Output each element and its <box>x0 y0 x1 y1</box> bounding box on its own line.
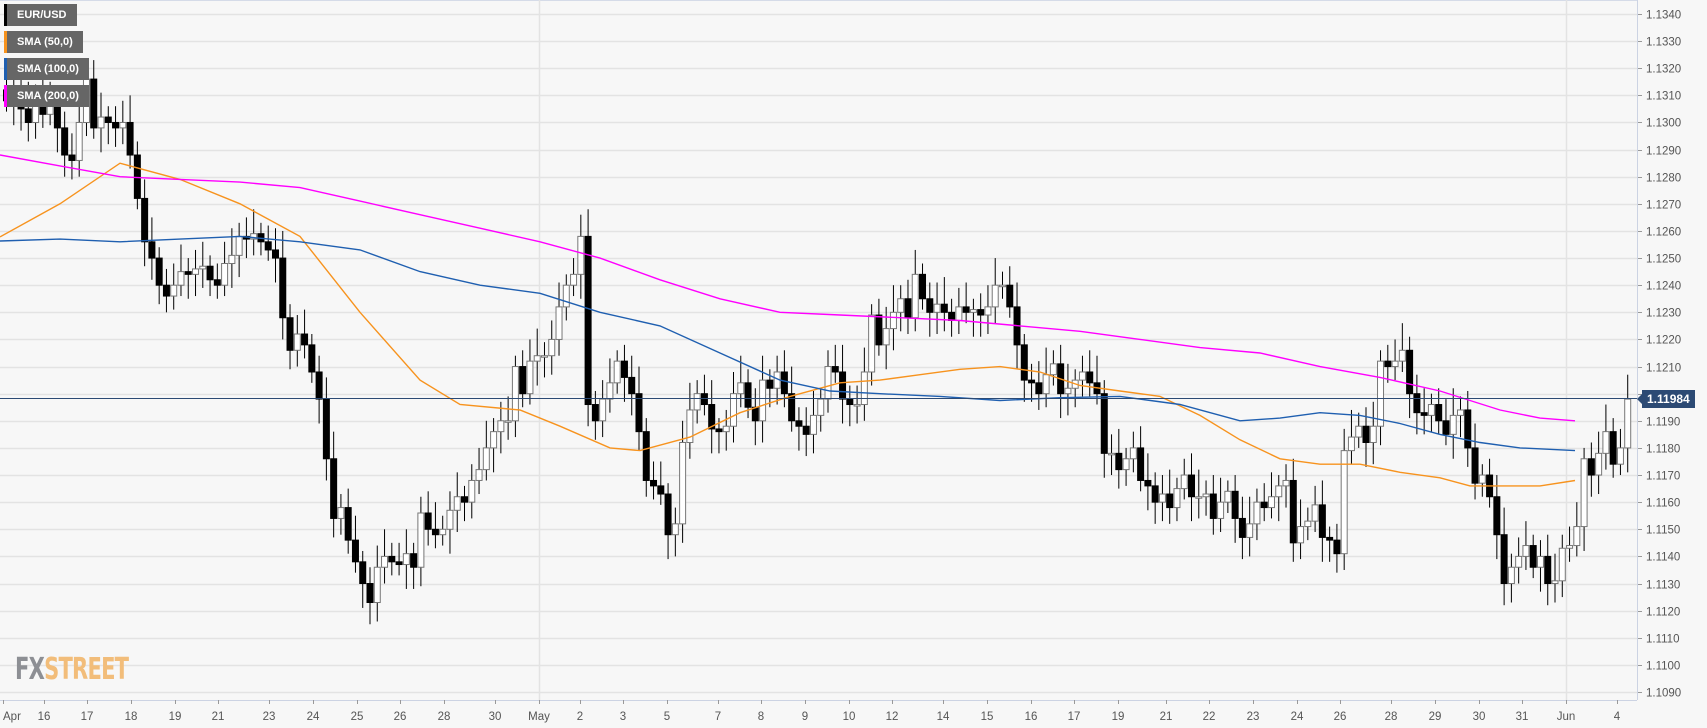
svg-text:1.1290: 1.1290 <box>1646 146 1681 158</box>
svg-text:1.1240: 1.1240 <box>1646 281 1681 293</box>
svg-text:1.1090: 1.1090 <box>1646 688 1681 700</box>
svg-text:1.1340: 1.1340 <box>1646 10 1681 22</box>
svg-text:28: 28 <box>438 711 451 723</box>
svg-text:1.1130: 1.1130 <box>1646 580 1680 592</box>
svg-text:12: 12 <box>886 711 899 723</box>
svg-text:1.1210: 1.1210 <box>1646 363 1681 375</box>
logo-street: STREET <box>44 652 129 687</box>
svg-text:14: 14 <box>937 711 950 723</box>
svg-text:1.1140: 1.1140 <box>1646 552 1680 564</box>
legend-item-sma100[interactable]: SMA (100,0) <box>4 58 89 80</box>
svg-text:1.1310: 1.1310 <box>1646 91 1681 103</box>
svg-text:22: 22 <box>1203 711 1216 723</box>
svg-text:29: 29 <box>1429 711 1442 723</box>
svg-text:1.1120: 1.1120 <box>1646 607 1680 619</box>
svg-text:26: 26 <box>1334 711 1347 723</box>
svg-text:4: 4 <box>1614 711 1621 723</box>
svg-text:19: 19 <box>1112 711 1125 723</box>
svg-text:1.1150: 1.1150 <box>1646 525 1680 537</box>
svg-text:2: 2 <box>577 711 583 723</box>
current-price-tag: 1.11984 <box>1637 389 1695 408</box>
svg-text:24: 24 <box>1291 711 1304 723</box>
svg-text:1.1220: 1.1220 <box>1646 335 1681 347</box>
svg-text:May: May <box>528 711 550 723</box>
svg-text:19: 19 <box>169 711 182 723</box>
legend-swatch <box>4 4 7 26</box>
svg-text:Apr: Apr <box>3 711 21 723</box>
svg-text:26: 26 <box>394 711 407 723</box>
svg-text:1.1230: 1.1230 <box>1646 308 1681 320</box>
svg-text:1.1320: 1.1320 <box>1646 64 1681 76</box>
svg-text:1.1100: 1.1100 <box>1646 661 1680 673</box>
legend-label: EUR/USD <box>7 4 77 26</box>
legend-swatch <box>4 85 7 107</box>
svg-text:21: 21 <box>212 711 225 723</box>
svg-text:10: 10 <box>843 711 856 723</box>
svg-text:1.1110: 1.1110 <box>1646 634 1679 646</box>
svg-text:1.1330: 1.1330 <box>1646 37 1681 49</box>
legend-swatch <box>4 31 7 53</box>
svg-text:5: 5 <box>664 711 670 723</box>
svg-text:1.1170: 1.1170 <box>1646 471 1680 483</box>
legend-item-sma50[interactable]: SMA (50,0) <box>4 31 89 53</box>
svg-text:30: 30 <box>1473 711 1486 723</box>
svg-text:1.1190: 1.1190 <box>1646 417 1680 429</box>
legend-item-eurusd[interactable]: EUR/USD <box>4 4 89 26</box>
svg-text:17: 17 <box>81 711 94 723</box>
svg-text:8: 8 <box>758 711 764 723</box>
svg-text:1.1270: 1.1270 <box>1646 200 1681 212</box>
svg-text:1.1160: 1.1160 <box>1646 498 1680 510</box>
svg-text:1.1180: 1.1180 <box>1646 444 1680 456</box>
svg-text:21: 21 <box>1160 711 1173 723</box>
legend-label: SMA (50,0) <box>7 31 83 53</box>
svg-text:23: 23 <box>263 711 276 723</box>
legend-label: SMA (100,0) <box>7 58 89 80</box>
svg-text:16: 16 <box>38 711 51 723</box>
svg-text:1.1260: 1.1260 <box>1646 227 1681 239</box>
chart-legend: EUR/USD SMA (50,0) SMA (100,0) SMA (200,… <box>4 4 89 112</box>
svg-text:15: 15 <box>981 711 994 723</box>
svg-text:1.1250: 1.1250 <box>1646 254 1681 266</box>
legend-swatch <box>4 58 7 80</box>
svg-text:31: 31 <box>1516 711 1529 723</box>
svg-text:25: 25 <box>351 711 364 723</box>
fxstreet-logo: FXSTREET <box>15 652 129 687</box>
svg-text:1.1300: 1.1300 <box>1646 118 1681 130</box>
svg-text:9: 9 <box>802 711 808 723</box>
legend-label: SMA (200,0) <box>7 85 89 107</box>
svg-text:23: 23 <box>1247 711 1260 723</box>
svg-text:18: 18 <box>125 711 138 723</box>
svg-text:1.1280: 1.1280 <box>1646 173 1681 185</box>
svg-text:24: 24 <box>307 711 320 723</box>
svg-text:17: 17 <box>1068 711 1081 723</box>
logo-fx: FX <box>15 652 45 687</box>
svg-text:Jun: Jun <box>1557 711 1576 723</box>
svg-text:30: 30 <box>489 711 502 723</box>
svg-text:16: 16 <box>1025 711 1038 723</box>
legend-item-sma200[interactable]: SMA (200,0) <box>4 85 89 107</box>
svg-text:7: 7 <box>715 711 721 723</box>
svg-text:3: 3 <box>620 711 626 723</box>
svg-text:28: 28 <box>1385 711 1398 723</box>
